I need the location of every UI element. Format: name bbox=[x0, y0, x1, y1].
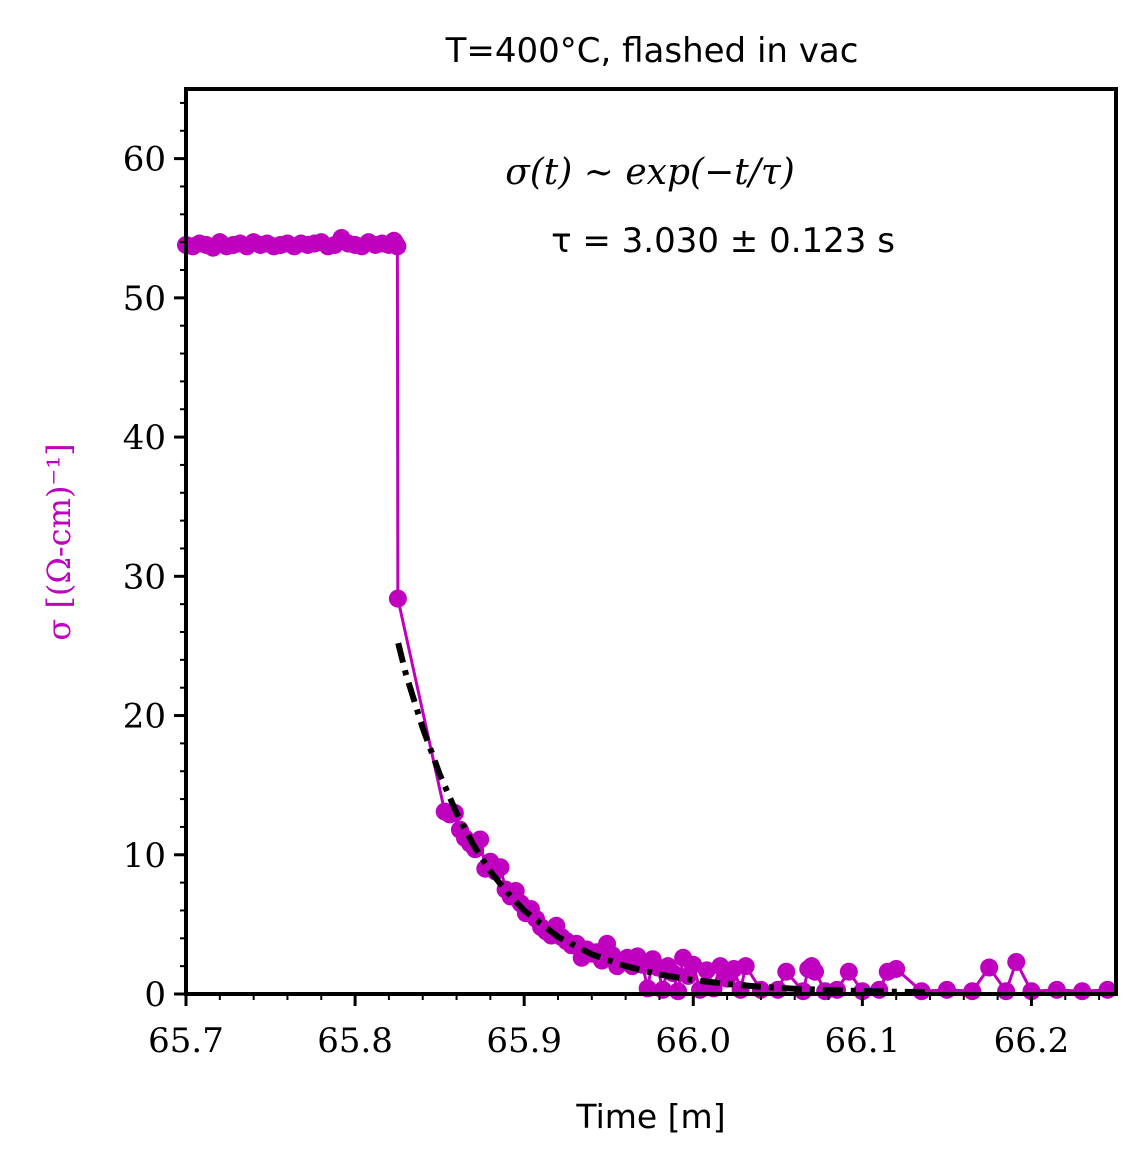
y-tick-label: 60 bbox=[123, 140, 166, 180]
data-point bbox=[684, 955, 703, 974]
data-point bbox=[1047, 980, 1066, 999]
data-point bbox=[388, 589, 407, 608]
x-tick-label: 65.7 bbox=[148, 1021, 224, 1061]
model-annotation: σ(t) ∼ exp(−t/τ) bbox=[505, 152, 795, 193]
data-point bbox=[1073, 982, 1092, 1001]
x-axis-label: Time [m] bbox=[575, 1097, 725, 1136]
data-point bbox=[669, 982, 688, 1001]
data-point bbox=[491, 858, 510, 877]
data-point bbox=[697, 961, 716, 980]
y-tick-label: 10 bbox=[123, 836, 166, 876]
data-point bbox=[777, 962, 796, 981]
data-point bbox=[997, 982, 1016, 1001]
fit-curve bbox=[395, 642, 931, 996]
data-point bbox=[980, 958, 999, 977]
plot-area bbox=[177, 228, 1117, 1001]
x-tick-label: 65.9 bbox=[486, 1021, 562, 1061]
data-line bbox=[185, 236, 1108, 993]
data-point bbox=[736, 957, 755, 976]
fit-annotation: τ = 3.030 ± 0.123 s bbox=[551, 221, 895, 261]
y-axis-ticks: 0 10 20 30 40 50 60 bbox=[123, 101, 186, 1015]
chart-title: T=400°C, flashed in vac bbox=[445, 31, 859, 71]
data-point bbox=[1007, 952, 1026, 971]
data-point bbox=[1098, 980, 1117, 999]
data-point bbox=[839, 962, 858, 981]
x-tick-label: 66.0 bbox=[655, 1021, 731, 1061]
y-tick-label: 40 bbox=[123, 418, 166, 458]
data-point bbox=[963, 982, 982, 1001]
data-point bbox=[653, 980, 672, 999]
y-axis-label: σ [(Ω-cm)⁻¹] bbox=[40, 443, 78, 640]
x-tick-label: 66.2 bbox=[994, 1021, 1070, 1061]
data-point bbox=[806, 962, 825, 981]
y-tick-label: 20 bbox=[123, 697, 166, 737]
data-point bbox=[388, 237, 407, 256]
x-tick-label: 65.8 bbox=[317, 1021, 393, 1061]
data-layer bbox=[177, 228, 1117, 1001]
plot-frame bbox=[184, 87, 1118, 996]
y-tick-label: 50 bbox=[123, 279, 166, 319]
fit-layer bbox=[395, 642, 931, 996]
data-point bbox=[937, 980, 956, 999]
data-point bbox=[887, 959, 906, 978]
x-tick-label: 66.1 bbox=[825, 1021, 901, 1061]
y-tick-label: 0 bbox=[144, 975, 166, 1015]
y-tick-label: 30 bbox=[123, 557, 166, 597]
x-axis-ticks: 65.7 65.8 65.9 66.0 66.1 66.2 bbox=[148, 994, 1101, 1061]
